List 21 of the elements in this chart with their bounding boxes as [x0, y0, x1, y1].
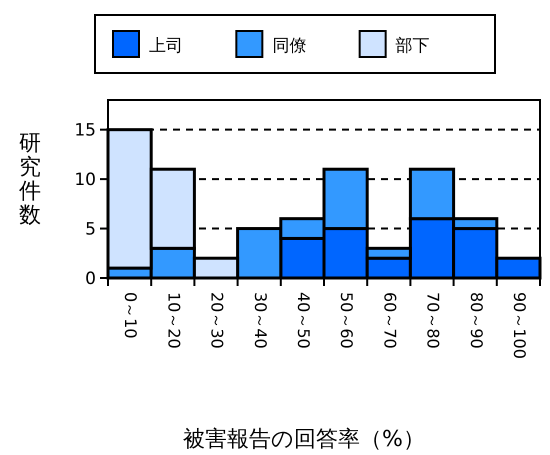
bar: [366, 246, 412, 260]
x-tick-label: 0～10: [121, 292, 140, 339]
y-tick-label: 15: [74, 120, 96, 141]
x-tick-label: 30～40: [250, 292, 270, 349]
legend-label: 上司: [149, 36, 183, 56]
y-tick-label: 10: [74, 170, 96, 190]
y-axis-title: 研究件数: [19, 131, 41, 228]
legend-label: 同僚: [272, 36, 306, 56]
x-tick-label: 90～100: [510, 292, 530, 359]
x-tick-label: 40～50: [294, 292, 314, 349]
x-tick-label: 70～80: [424, 292, 443, 349]
bar: [150, 168, 196, 250]
x-tick-label: 20～30: [208, 292, 227, 349]
x-tick-label: 80～90: [466, 292, 486, 349]
x-axis-title: 被害報告の回答率（%）: [183, 427, 425, 452]
legend-label: 部下: [396, 36, 430, 56]
y-tick-label: 0: [85, 269, 96, 289]
y-tick-label: 5: [85, 220, 96, 240]
x-tick-label: 50～60: [337, 292, 356, 349]
x-tick-label: 10～20: [164, 292, 184, 349]
x-tick-label: 60～70: [380, 292, 400, 349]
